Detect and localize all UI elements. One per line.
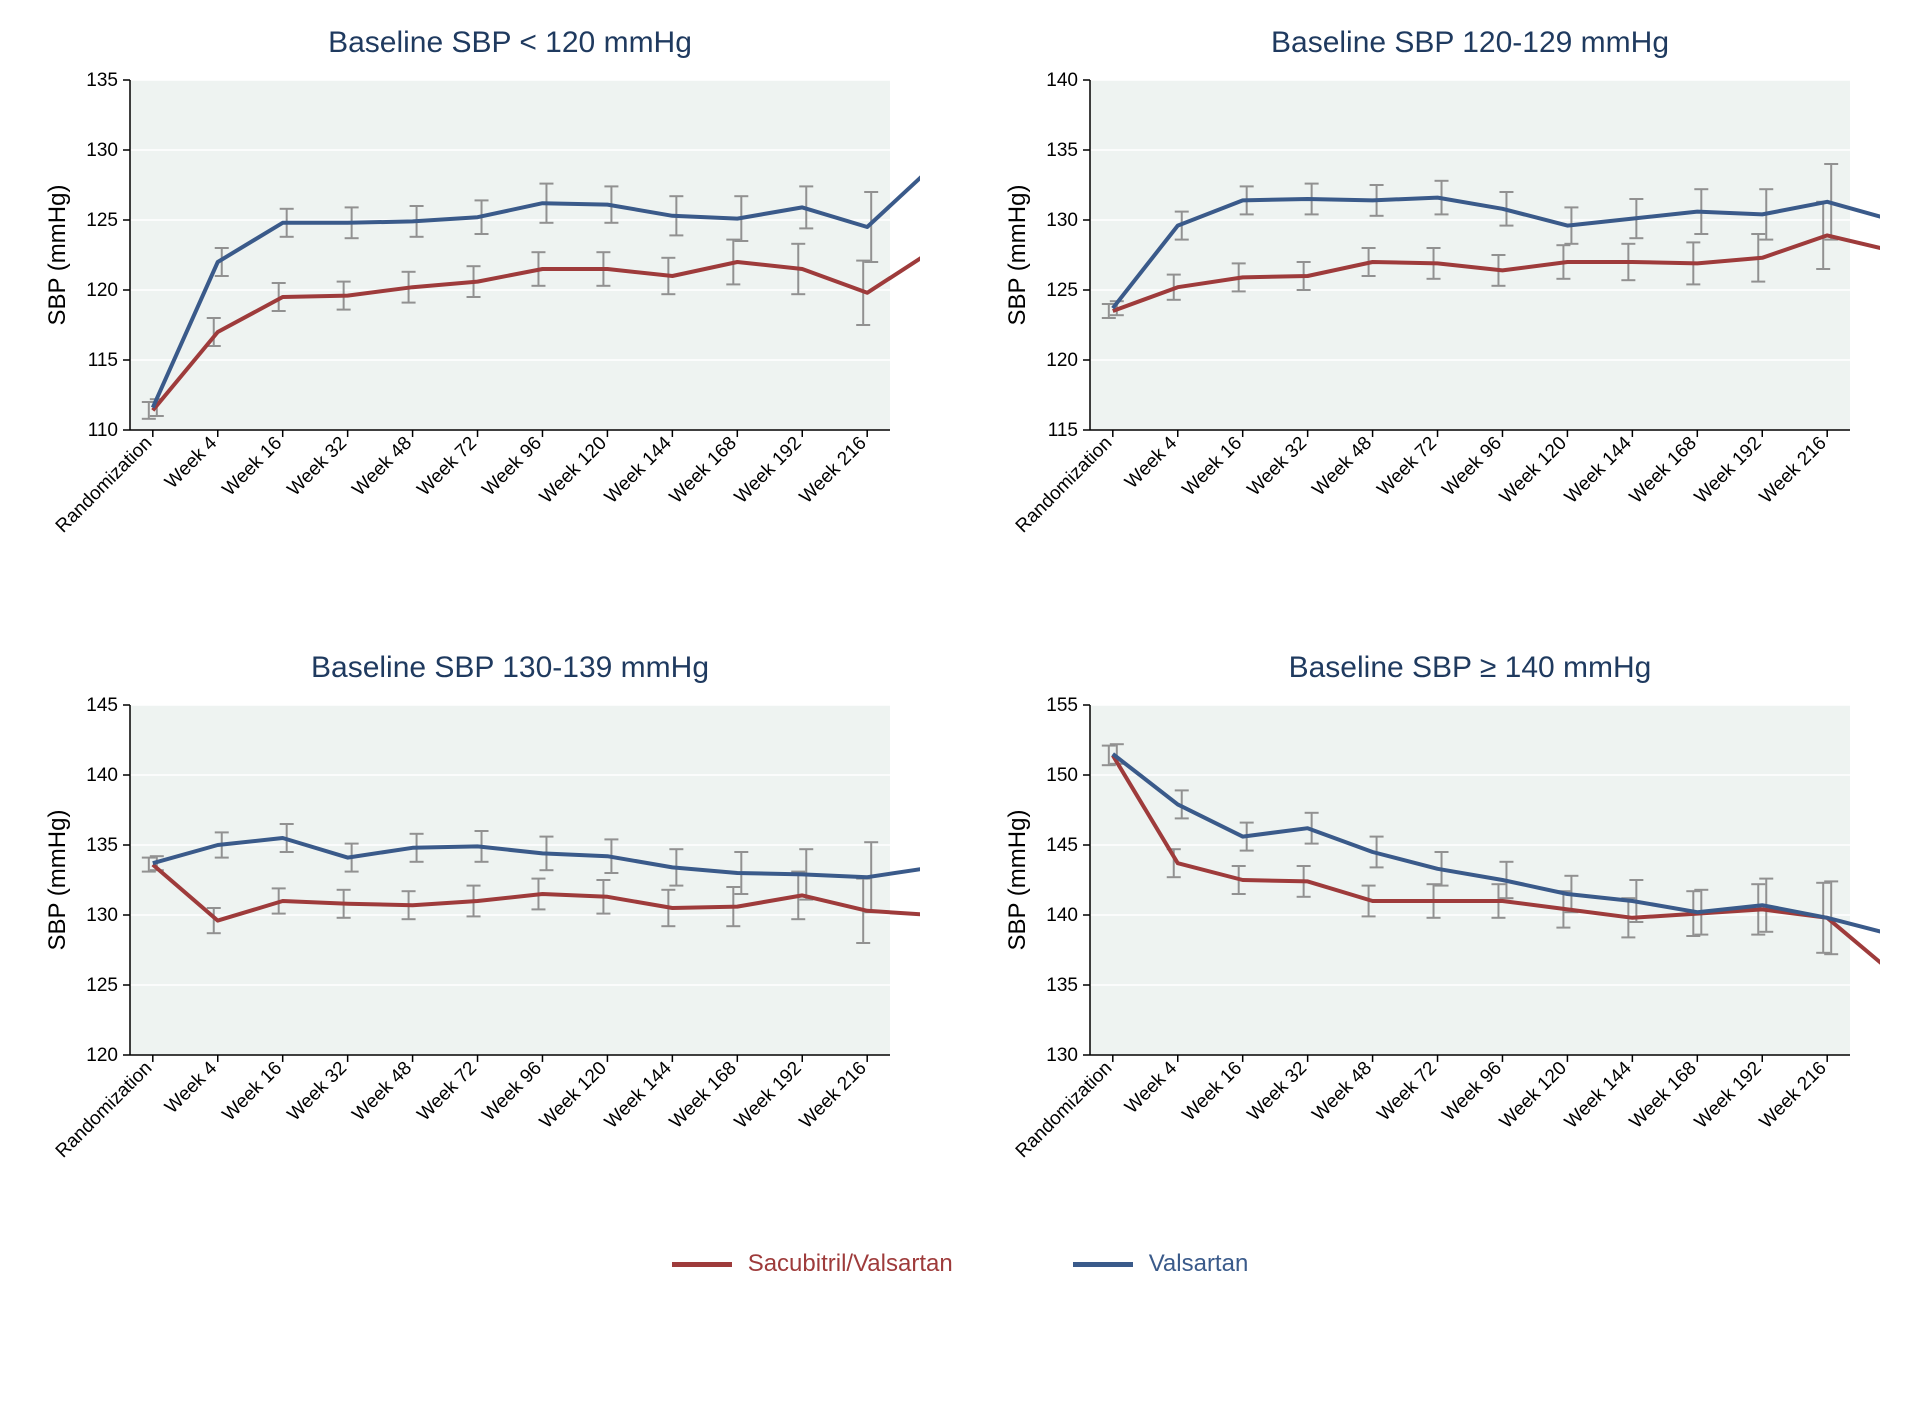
legend-label-sacubitril: Sacubitril/Valsartan: [748, 1250, 953, 1278]
svg-text:Week 216: Week 216: [796, 433, 871, 508]
panel-4: 130135140145150155RandomizationWeek 4Wee…: [980, 645, 1900, 1210]
svg-text:145: 145: [86, 695, 118, 716]
svg-text:Week 192: Week 192: [1691, 1058, 1766, 1133]
svg-text:Week 216: Week 216: [796, 1058, 871, 1133]
svg-text:SBP (mmHg): SBP (mmHg): [1004, 810, 1031, 951]
svg-text:Week 48: Week 48: [1308, 433, 1376, 501]
svg-text:Week 144: Week 144: [601, 1057, 676, 1132]
svg-text:150: 150: [1046, 765, 1078, 786]
panel-1-svg: 110115120125130135RandomizationWeek 4Wee…: [20, 20, 920, 580]
panel-1: 110115120125130135RandomizationWeek 4Wee…: [20, 20, 940, 585]
svg-text:140: 140: [86, 765, 118, 786]
svg-text:SBP (mmHg): SBP (mmHg): [44, 810, 71, 951]
svg-text:Week 32: Week 32: [1244, 433, 1312, 501]
svg-text:Week 48: Week 48: [348, 433, 416, 501]
svg-text:Week 16: Week 16: [219, 433, 287, 501]
svg-text:Week 168: Week 168: [666, 1058, 741, 1133]
svg-text:140: 140: [1046, 905, 1078, 926]
svg-text:Week 32: Week 32: [1244, 1058, 1312, 1126]
svg-text:Randomization: Randomization: [1012, 1058, 1116, 1162]
svg-text:Week 16: Week 16: [1179, 433, 1247, 501]
svg-text:Week 168: Week 168: [1626, 1058, 1701, 1133]
svg-text:Week 168: Week 168: [666, 433, 741, 508]
svg-text:Week 96: Week 96: [478, 1058, 546, 1126]
svg-text:SBP (mmHg): SBP (mmHg): [44, 185, 71, 326]
svg-text:Week 72: Week 72: [1373, 433, 1441, 501]
svg-text:Randomization: Randomization: [52, 1058, 156, 1162]
panel-grid: 110115120125130135RandomizationWeek 4Wee…: [20, 20, 1900, 1210]
svg-text:Week 96: Week 96: [1438, 1058, 1506, 1126]
svg-text:SBP (mmHg): SBP (mmHg): [1004, 185, 1031, 326]
svg-text:Week 144: Week 144: [1561, 432, 1636, 507]
svg-text:Week 120: Week 120: [536, 1058, 611, 1133]
svg-text:155: 155: [1046, 695, 1078, 716]
svg-text:Week 48: Week 48: [348, 1058, 416, 1126]
svg-text:Week 120: Week 120: [1496, 1058, 1571, 1133]
svg-text:Baseline SBP 130-139 mmHg: Baseline SBP 130-139 mmHg: [311, 651, 709, 684]
svg-text:Week 72: Week 72: [1373, 1058, 1441, 1126]
svg-text:Week 216: Week 216: [1756, 1058, 1831, 1133]
svg-text:Baseline SBP < 120 mmHg: Baseline SBP < 120 mmHg: [328, 26, 692, 59]
svg-text:Randomization: Randomization: [1012, 433, 1116, 537]
panel-2-svg: 115120125130135140RandomizationWeek 4Wee…: [980, 20, 1880, 580]
svg-text:115: 115: [1048, 420, 1078, 441]
svg-text:125: 125: [86, 210, 118, 231]
svg-text:135: 135: [86, 835, 118, 856]
svg-text:130: 130: [1046, 1045, 1078, 1066]
svg-text:Baseline SBP 120-129 mmHg: Baseline SBP 120-129 mmHg: [1271, 26, 1669, 59]
legend-swatch-sacubitril: [672, 1262, 732, 1267]
svg-text:135: 135: [1046, 975, 1078, 996]
svg-text:Week 4: Week 4: [1121, 1057, 1181, 1117]
svg-text:Week 4: Week 4: [161, 1057, 221, 1117]
svg-text:145: 145: [1046, 835, 1078, 856]
svg-text:125: 125: [1046, 280, 1078, 301]
legend-item-sacubitril: Sacubitril/Valsartan: [672, 1250, 953, 1278]
svg-text:130: 130: [86, 140, 118, 161]
svg-text:Week 120: Week 120: [536, 433, 611, 508]
svg-text:110: 110: [88, 420, 118, 441]
svg-text:Week 144: Week 144: [1561, 1057, 1636, 1132]
svg-text:120: 120: [86, 1045, 118, 1066]
svg-text:130: 130: [1046, 210, 1078, 231]
svg-text:120: 120: [86, 280, 118, 301]
svg-text:135: 135: [1046, 140, 1078, 161]
svg-text:115: 115: [88, 350, 118, 371]
svg-text:Randomization: Randomization: [52, 433, 156, 537]
panel-2: 115120125130135140RandomizationWeek 4Wee…: [980, 20, 1900, 585]
svg-text:135: 135: [86, 70, 118, 91]
svg-text:Baseline SBP ≥ 140 mmHg: Baseline SBP ≥ 140 mmHg: [1289, 651, 1652, 684]
svg-text:Week 192: Week 192: [1691, 433, 1766, 508]
svg-text:Week 4: Week 4: [1121, 432, 1181, 492]
legend: Sacubitril/Valsartan Valsartan: [20, 1250, 1900, 1278]
svg-text:Week 32: Week 32: [284, 1058, 352, 1126]
svg-text:130: 130: [86, 905, 118, 926]
svg-text:Week 16: Week 16: [1179, 1058, 1247, 1126]
panel-3: 120125130135140145RandomizationWeek 4Wee…: [20, 645, 940, 1210]
legend-swatch-valsartan: [1073, 1262, 1133, 1267]
panel-3-svg: 120125130135140145RandomizationWeek 4Wee…: [20, 645, 920, 1205]
legend-item-valsartan: Valsartan: [1073, 1250, 1249, 1278]
svg-text:Week 48: Week 48: [1308, 1058, 1376, 1126]
sbp-figure: 110115120125130135RandomizationWeek 4Wee…: [20, 20, 1900, 1278]
svg-text:140: 140: [1046, 70, 1078, 91]
svg-text:Week 144: Week 144: [601, 432, 676, 507]
svg-text:Week 216: Week 216: [1756, 433, 1831, 508]
svg-text:120: 120: [1046, 350, 1078, 371]
svg-text:Week 32: Week 32: [284, 433, 352, 501]
svg-text:Week 192: Week 192: [731, 1058, 806, 1133]
svg-text:Week 72: Week 72: [413, 433, 481, 501]
svg-text:Week 96: Week 96: [478, 433, 546, 501]
svg-text:Week 16: Week 16: [219, 1058, 287, 1126]
svg-text:Week 192: Week 192: [731, 433, 806, 508]
svg-text:Week 168: Week 168: [1626, 433, 1701, 508]
panel-4-svg: 130135140145150155RandomizationWeek 4Wee…: [980, 645, 1880, 1205]
svg-text:Week 4: Week 4: [161, 432, 221, 492]
svg-text:Week 120: Week 120: [1496, 433, 1571, 508]
svg-text:Week 96: Week 96: [1438, 433, 1506, 501]
legend-label-valsartan: Valsartan: [1149, 1250, 1249, 1278]
svg-text:Week 72: Week 72: [413, 1058, 481, 1126]
svg-text:125: 125: [86, 975, 118, 996]
